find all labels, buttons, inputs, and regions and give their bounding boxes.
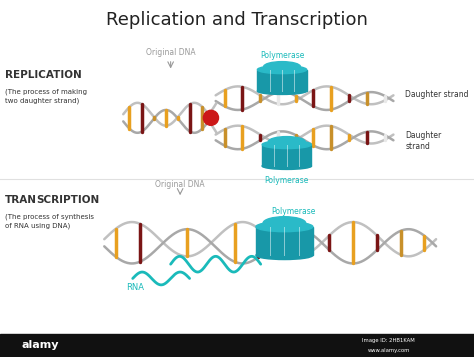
- Text: www.alamy.com: www.alamy.com: [367, 348, 410, 353]
- Ellipse shape: [262, 162, 311, 170]
- Ellipse shape: [268, 137, 305, 147]
- Ellipse shape: [263, 217, 306, 230]
- Ellipse shape: [257, 66, 307, 74]
- Text: Polymerase: Polymerase: [272, 207, 316, 216]
- Text: Polymerase: Polymerase: [260, 51, 304, 60]
- Ellipse shape: [264, 62, 301, 72]
- FancyBboxPatch shape: [262, 145, 311, 166]
- Text: SCRIPTION: SCRIPTION: [36, 195, 99, 205]
- Text: TRAN: TRAN: [5, 195, 37, 205]
- Text: Image ID: 2HB1KAM: Image ID: 2HB1KAM: [362, 338, 415, 343]
- FancyBboxPatch shape: [257, 70, 307, 91]
- Text: Daughter
strand: Daughter strand: [405, 131, 441, 151]
- Ellipse shape: [203, 110, 219, 125]
- Text: Daughter strand: Daughter strand: [405, 90, 469, 99]
- Ellipse shape: [262, 141, 311, 149]
- Text: Replication and Transcription: Replication and Transcription: [106, 11, 368, 29]
- Text: Original DNA: Original DNA: [155, 180, 205, 189]
- Ellipse shape: [256, 222, 313, 232]
- FancyBboxPatch shape: [0, 334, 474, 357]
- Text: (The process of making
two daughter strand): (The process of making two daughter stra…: [5, 89, 87, 104]
- Text: alamy: alamy: [21, 340, 59, 350]
- Text: RNA: RNA: [126, 283, 144, 292]
- Text: Polymerase: Polymerase: [264, 176, 309, 185]
- FancyBboxPatch shape: [256, 227, 313, 255]
- Ellipse shape: [256, 251, 313, 260]
- Text: Original DNA: Original DNA: [146, 48, 195, 57]
- Ellipse shape: [257, 87, 307, 95]
- Text: REPLICATION: REPLICATION: [5, 70, 82, 80]
- Text: (The process of synthesis
of RNA using DNA): (The process of synthesis of RNA using D…: [5, 214, 94, 229]
